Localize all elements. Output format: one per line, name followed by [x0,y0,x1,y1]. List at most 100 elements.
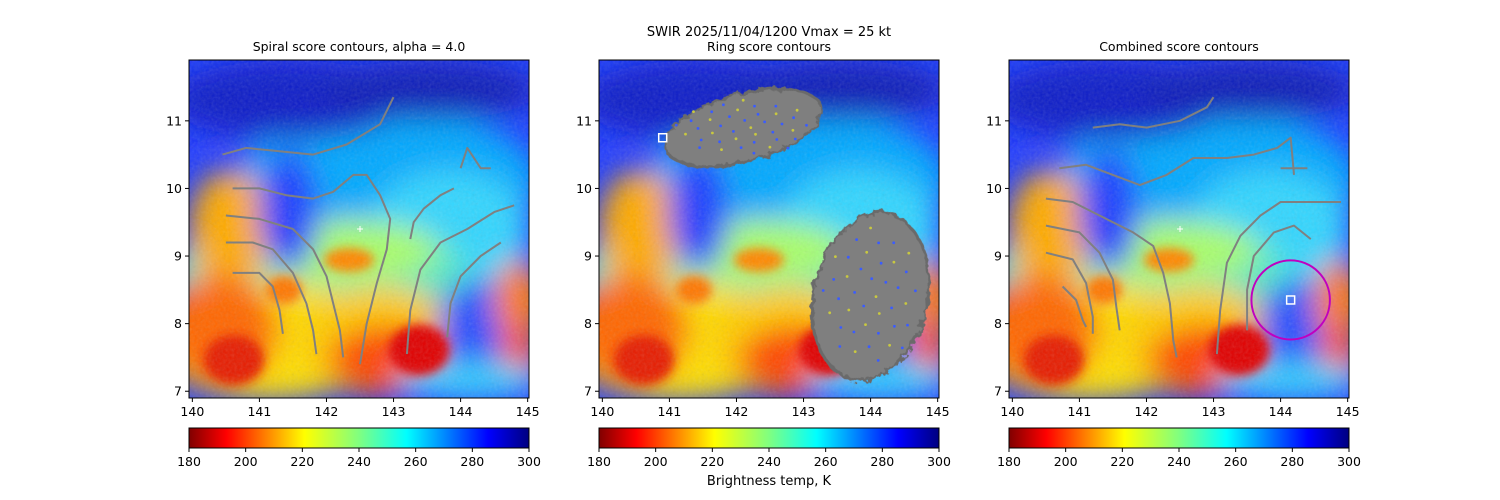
y-tick-label: 7 [174,384,182,399]
y-tick-label: 11 [166,113,182,128]
ring-speckle [696,126,700,130]
colorbar-tick-label: 200 [644,454,668,469]
panel-spiral: Spiral score contours, alpha = 4.0 140 141… [166,39,541,469]
ring-speckle [904,270,908,274]
x-tick-label: 145 [1336,404,1360,419]
panel-title: Spiral score contours, alpha = 4.0 [253,39,466,54]
x-tick-label: 143 [1202,404,1226,419]
colorbar [598,427,940,449]
ring-speckle [739,146,743,150]
ring-speckle [847,308,851,312]
score-contour-line [222,96,395,156]
ring-speckle [896,286,900,289]
x-tick-label: 144 [859,404,883,419]
x-tick-label: 142 [725,404,749,419]
ring-speckle [855,238,858,242]
ring-speckle [736,108,739,112]
ring-speckle [852,330,856,334]
ring-speckle [722,103,725,107]
ring-speckle [689,119,693,123]
score-contour-line [1059,136,1295,187]
ring-speckle [879,261,883,265]
colorbar-tick-label: 240 [347,454,371,469]
colorbar-tick-label: 260 [814,454,838,469]
ring-speckle [890,306,893,310]
score-contour-line [1045,224,1121,331]
ring-speckle [795,108,799,112]
ring-speckle [719,124,722,128]
y-tick-label: 7 [584,384,592,399]
colorbar-tick-label: 180 [177,454,201,469]
score-contour-line [459,146,491,170]
ring-speckle [793,137,797,141]
y-tick-label: 11 [576,113,592,128]
ring-speckle [877,241,880,245]
heatmap-area [969,60,1364,400]
ring-speckle [892,241,896,245]
ring-speckle [869,226,872,230]
panel-combined: Combined score contours 140 141 142 143 144 14… [969,39,1364,469]
score-contour-line [225,241,318,355]
brightness-temp-field [969,60,1364,400]
ring-speckle [904,302,908,305]
x-tick-label: 142 [315,404,339,419]
colorbar-tick-label: 300 [927,454,951,469]
colorbar-tick-label: 280 [460,454,484,469]
y-tick-label: 9 [994,249,1002,264]
ring-speckle [699,138,703,142]
y-tick-label: 10 [576,181,592,196]
colorbar-tick-label: 280 [1280,454,1304,469]
ring-speckle [774,112,778,116]
ring-speckle [768,145,772,149]
ring-speckle [711,131,714,135]
suptitle: SWIR 2025/11/04/1200 Vmax = 25 kt [647,25,891,40]
ring-speckle [862,304,866,308]
ring-speckle [867,345,871,349]
ring-speckle [708,118,712,121]
x-tick-label: 140 [180,404,204,419]
ring-speckle [884,280,888,284]
ring-speckle [741,98,745,102]
ring-speckle [786,146,790,150]
colorbar [188,427,530,449]
x-tick-label: 145 [516,404,540,419]
ring-speckle [684,132,687,136]
score-contour-line [1215,201,1341,355]
colorbar-tick-label: 220 [290,454,314,469]
ring-speckle [728,115,731,118]
x-tick-label: 141 [1067,404,1091,419]
ring-speckle [865,250,869,254]
score-contour-line [232,173,392,365]
colorbar-tick-label: 300 [1337,454,1361,469]
ring-speckle [775,138,779,141]
score-contour-line [225,214,345,358]
colorbar-label: Brightness temp, K [707,474,832,489]
ring-speckle [846,255,850,259]
y-tick-label: 9 [584,249,592,264]
x-tick-label: 144 [1269,404,1293,419]
ring-speckle [914,289,917,293]
colorbar-tick-label: 280 [870,454,894,469]
ring-speckle [870,277,874,281]
ring-speckle [853,291,856,294]
ring-speckle [710,110,714,114]
y-tick-label: 10 [166,181,182,196]
ring-speckle [763,120,766,124]
x-tick-label: 143 [792,404,816,419]
colorbar-tick-label: 240 [757,454,781,469]
y-tick-label: 8 [994,316,1002,331]
y-tick-label: 10 [986,181,1002,196]
colorbar-tick-label: 200 [1054,454,1078,469]
ring-speckle [832,278,836,281]
ring-speckle [756,112,760,116]
ring-speckle [845,275,849,278]
plot-frame [1008,59,1350,399]
score-contour-line [1045,251,1094,334]
ring-speckle [839,326,843,329]
ring-speckle [838,345,842,348]
x-tick-label: 141 [657,404,681,419]
score-contour-line [1061,285,1087,328]
colorbar-tick-label: 260 [1224,454,1248,469]
panel-title: Ring score contours [707,39,831,54]
